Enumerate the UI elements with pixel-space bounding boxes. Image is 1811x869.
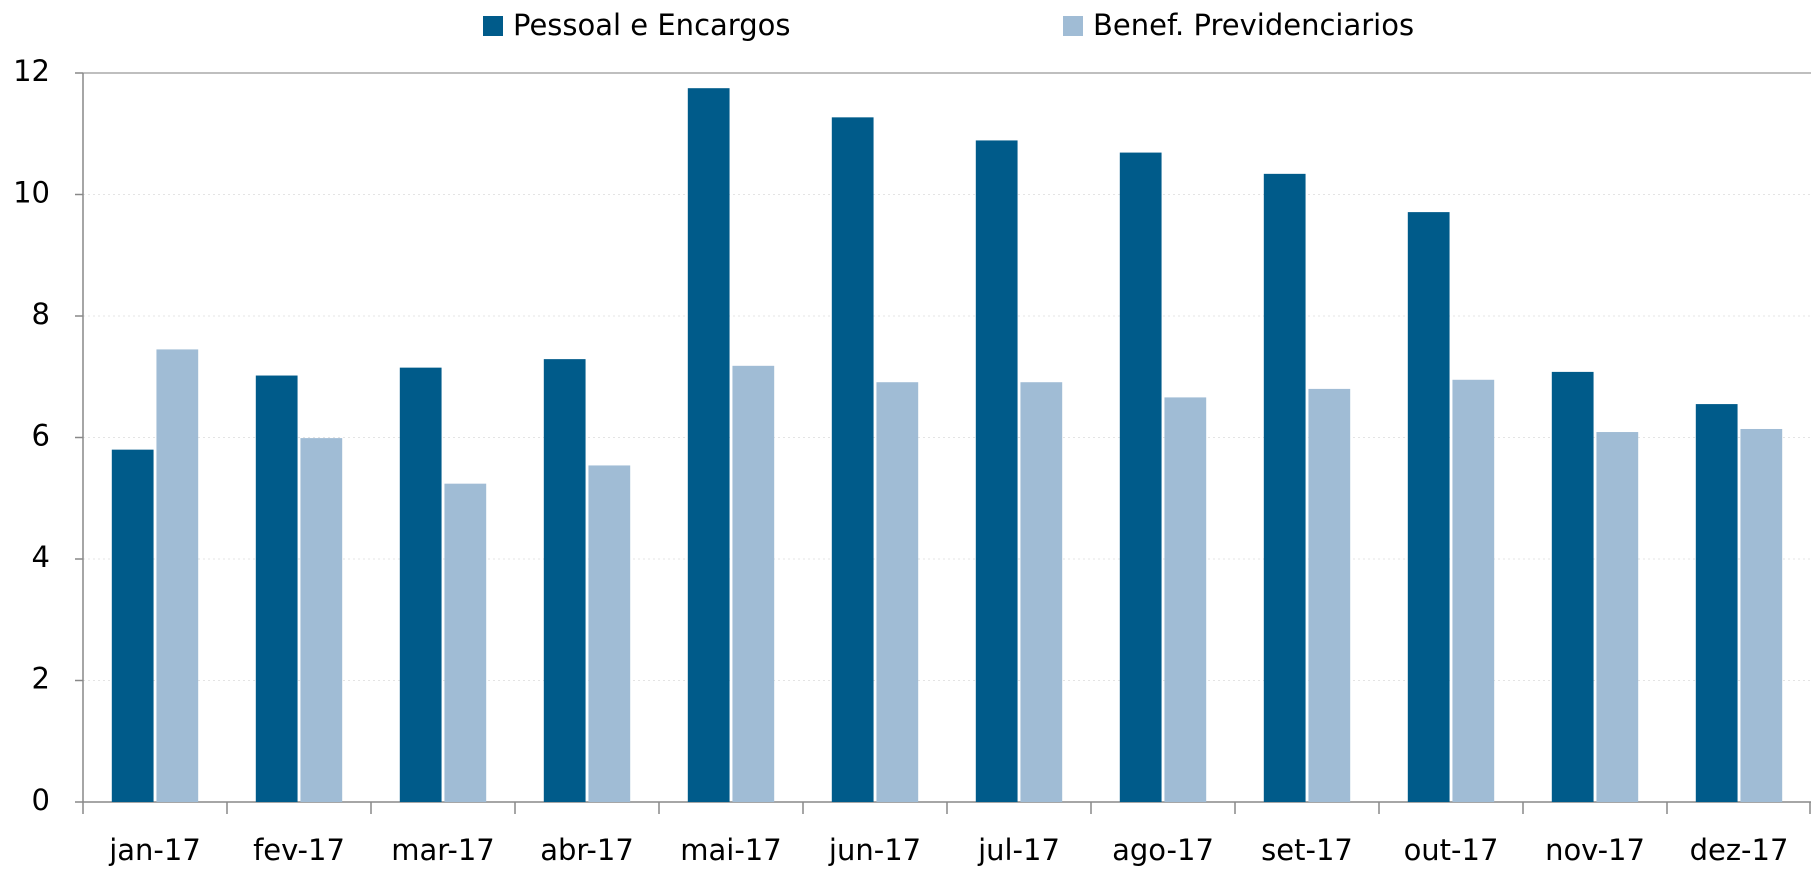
bar	[1020, 382, 1063, 802]
bar	[588, 465, 631, 802]
x-tick-label: jul-17	[977, 833, 1060, 867]
legend-label: Pessoal e Encargos	[513, 8, 790, 42]
y-tick-label: 10	[13, 176, 50, 210]
bar	[1740, 428, 1783, 802]
bar	[876, 382, 919, 802]
bar	[1596, 432, 1639, 802]
y-tick-label: 12	[13, 54, 50, 88]
bar	[399, 367, 442, 802]
x-tick-label: abr-17	[540, 833, 634, 867]
bar	[1551, 371, 1594, 802]
y-tick-label: 6	[32, 419, 50, 453]
x-tick-label: jun-17	[828, 833, 921, 867]
bar	[543, 359, 586, 802]
bar	[831, 117, 874, 802]
x-tick-label: mar-17	[391, 833, 494, 867]
x-tick-label: ago-17	[1112, 833, 1214, 867]
bar	[732, 365, 775, 802]
bar	[687, 88, 730, 802]
bar	[1119, 152, 1162, 802]
bar	[1263, 173, 1306, 803]
x-tick-label: nov-17	[1545, 833, 1645, 867]
bar	[255, 375, 298, 802]
y-tick-label: 2	[32, 662, 50, 696]
y-tick-label: 8	[32, 297, 50, 331]
bar	[1695, 404, 1738, 802]
legend-swatch	[483, 16, 503, 36]
x-tick-label: dez-17	[1690, 833, 1789, 867]
bar	[1407, 212, 1450, 802]
y-tick-label: 0	[32, 783, 50, 817]
x-tick-label: fev-17	[253, 833, 345, 867]
x-tick-label: jan-17	[108, 833, 201, 867]
legend-label: Benef. Previdenciarios	[1093, 8, 1414, 42]
bar	[1164, 397, 1207, 802]
legend-swatch	[1063, 16, 1083, 36]
bar	[444, 483, 487, 802]
bar	[111, 449, 154, 802]
x-tick-label: mai-17	[680, 833, 781, 867]
bar	[156, 349, 199, 802]
bar	[975, 140, 1018, 802]
bar	[1308, 388, 1351, 802]
x-tick-label: out-17	[1404, 833, 1499, 867]
bar	[1452, 379, 1495, 802]
bar	[300, 438, 343, 802]
x-tick-label: set-17	[1261, 833, 1353, 867]
y-tick-label: 4	[32, 540, 50, 574]
